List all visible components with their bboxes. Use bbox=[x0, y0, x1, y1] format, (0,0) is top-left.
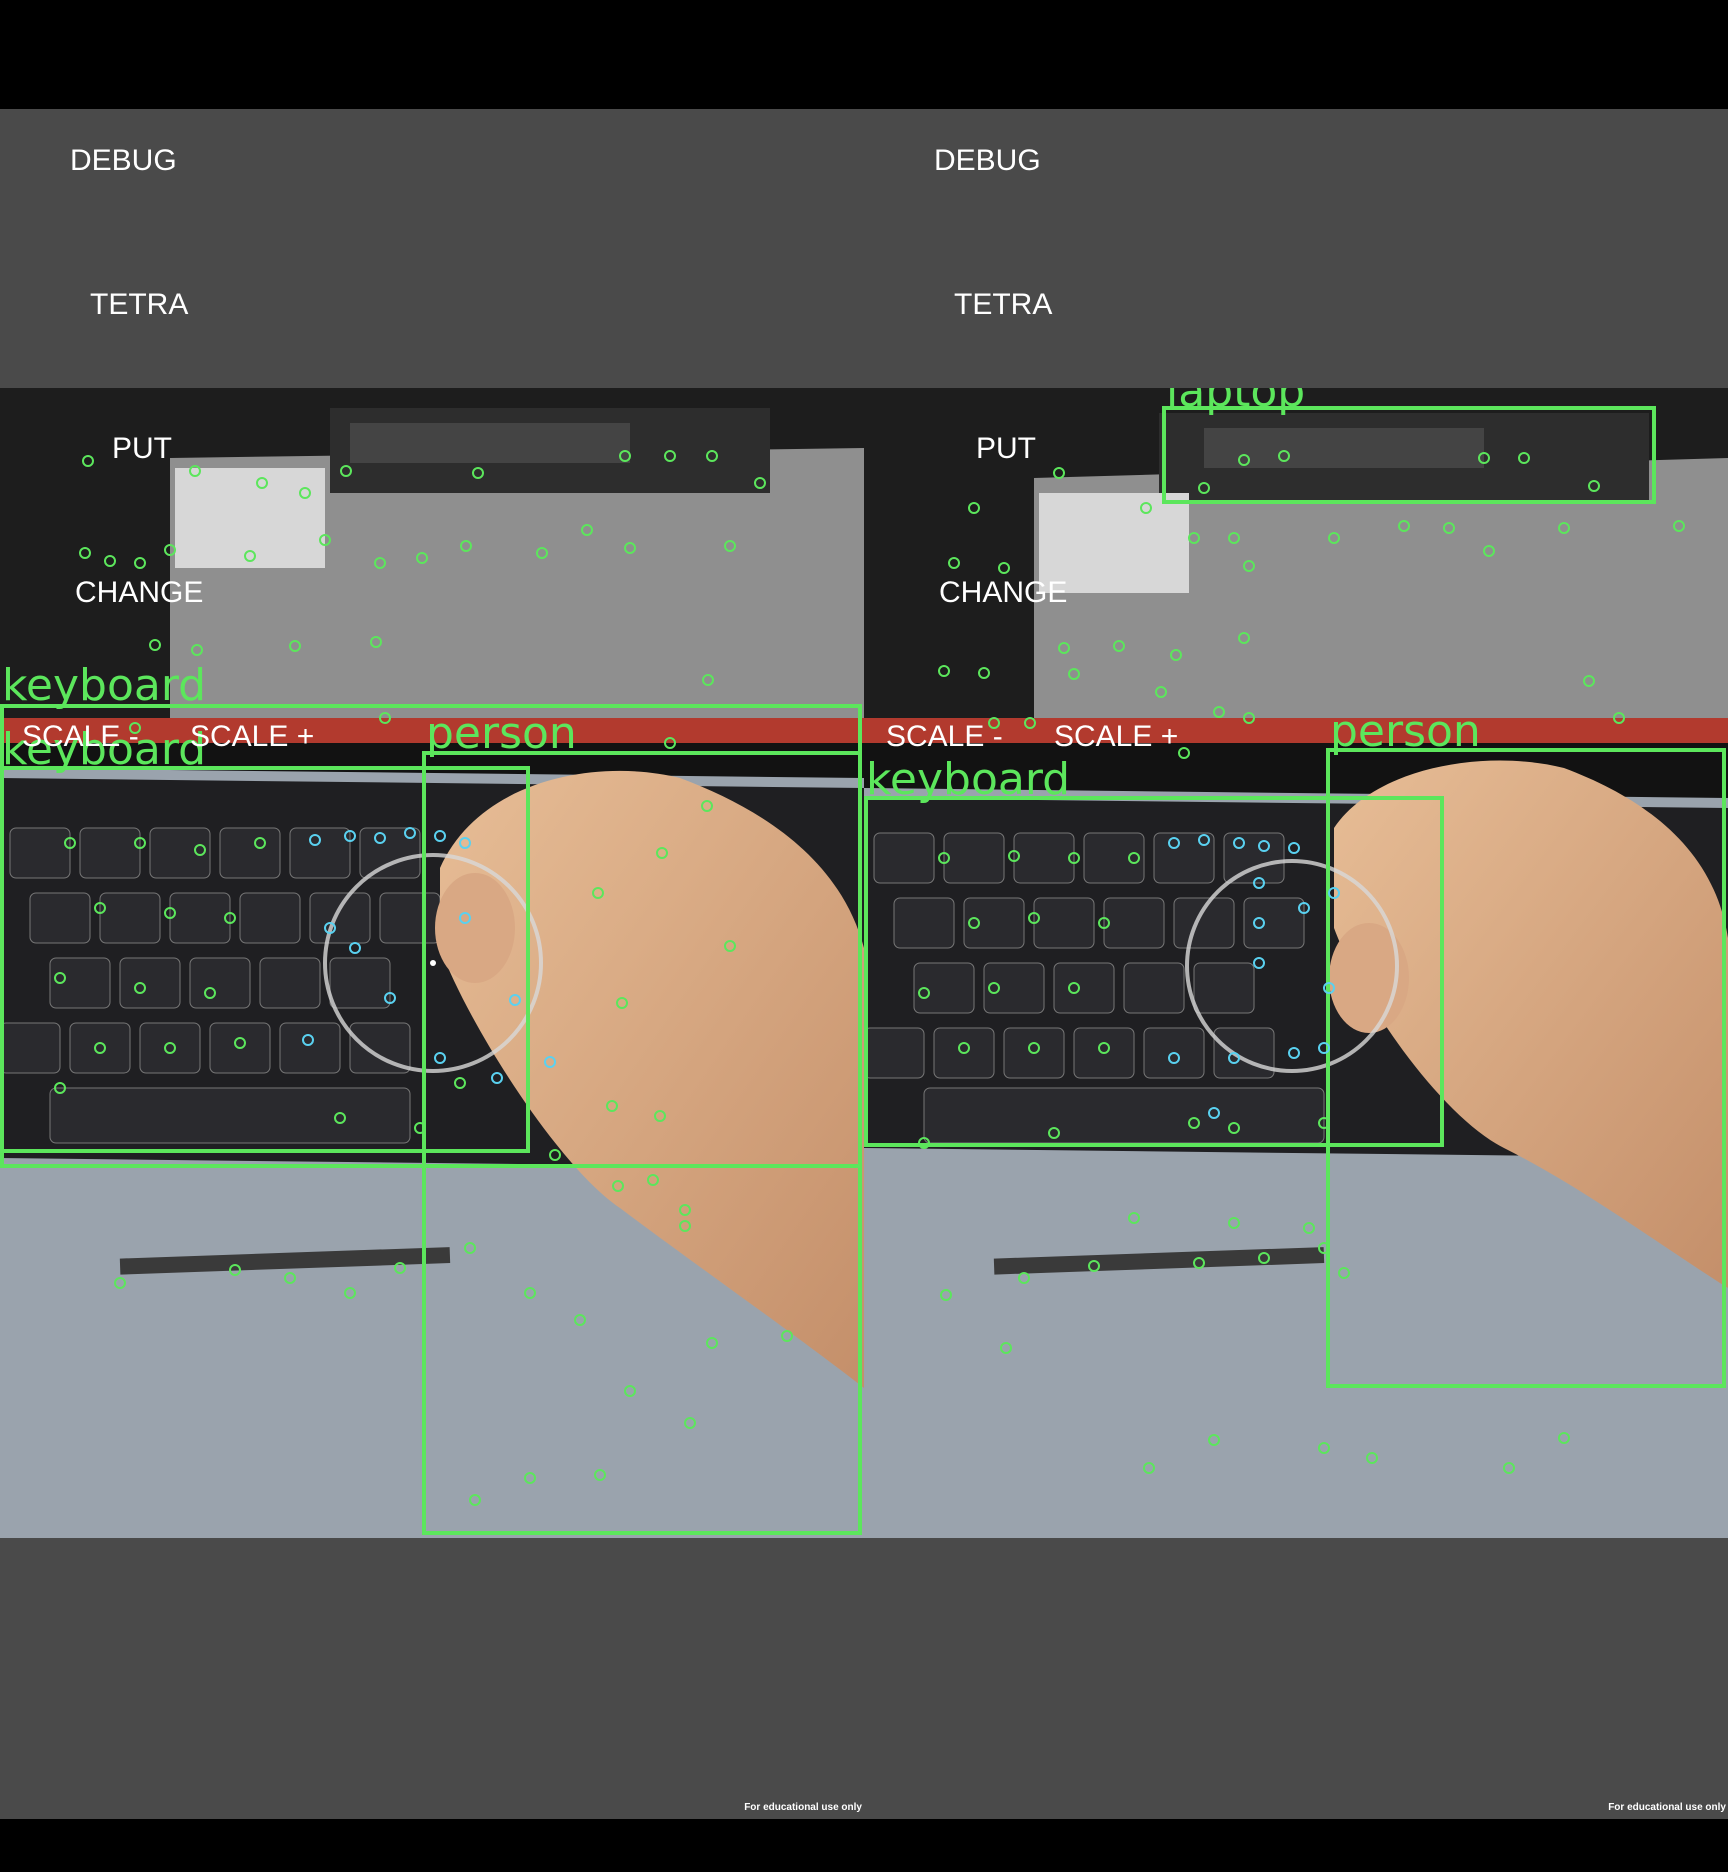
put-button[interactable]: PUT bbox=[976, 432, 1036, 466]
scale-minus-button[interactable]: SCALE - bbox=[22, 720, 139, 754]
detection-label-person: person bbox=[426, 708, 577, 759]
change-button[interactable]: CHANGE bbox=[75, 576, 203, 610]
footer-note: For educational use only bbox=[744, 1802, 862, 1813]
detection-label-person: person bbox=[1330, 706, 1481, 757]
debug-button[interactable]: DEBUG bbox=[70, 144, 177, 178]
detection-label-laptop: laptop bbox=[1166, 388, 1305, 417]
right-pane: laptop keyboard person bbox=[864, 109, 1728, 1819]
change-button[interactable]: CHANGE bbox=[939, 576, 1067, 610]
put-button[interactable]: PUT bbox=[112, 432, 172, 466]
detection-label-keyboard-1: keyboard bbox=[2, 660, 206, 711]
scale-plus-button[interactable]: SCALE + bbox=[1054, 720, 1178, 754]
debug-button[interactable]: DEBUG bbox=[934, 144, 1041, 178]
tetra-button[interactable]: TETRA bbox=[90, 288, 188, 322]
camera-scene: keyboard keyboard person bbox=[0, 388, 864, 1538]
tetra-button[interactable]: TETRA bbox=[954, 288, 1052, 322]
camera-feed: laptop keyboard person bbox=[864, 388, 1728, 1538]
footer-note: For educational use only bbox=[1608, 1802, 1726, 1813]
scale-minus-button[interactable]: SCALE - bbox=[886, 720, 1003, 754]
camera-feed: keyboard keyboard person bbox=[0, 388, 864, 1538]
scale-plus-button[interactable]: SCALE + bbox=[190, 720, 314, 754]
camera-scene: laptop keyboard person bbox=[864, 388, 1728, 1538]
detection-label-keyboard: keyboard bbox=[866, 754, 1070, 805]
left-pane: keyboard keyboard person bbox=[0, 109, 864, 1819]
